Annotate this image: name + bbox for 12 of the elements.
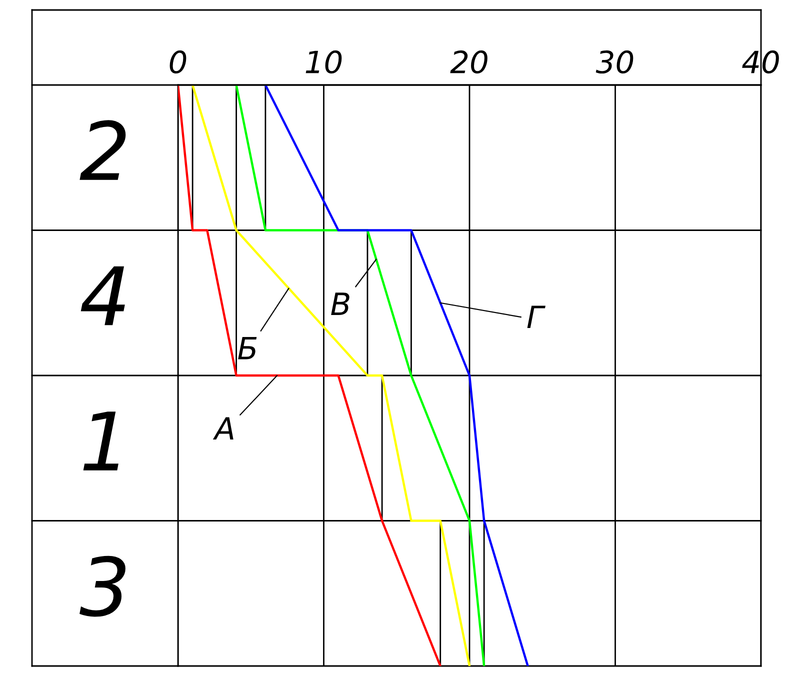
x-tick-label: 30 — [596, 50, 634, 74]
text: 4 — [80, 266, 125, 326]
annotation: В — [331, 292, 350, 315]
x-tick-label: 10 — [306, 50, 342, 74]
annotation: Г — [527, 306, 546, 328]
annotation: Б — [238, 337, 257, 360]
x-tick-label: 20 — [450, 50, 488, 74]
annotation: А — [212, 417, 234, 440]
x-tick-label: 0 — [170, 50, 186, 74]
text: 3 — [80, 556, 126, 617]
text: 1 — [83, 412, 118, 470]
text: 2 — [80, 120, 126, 180]
